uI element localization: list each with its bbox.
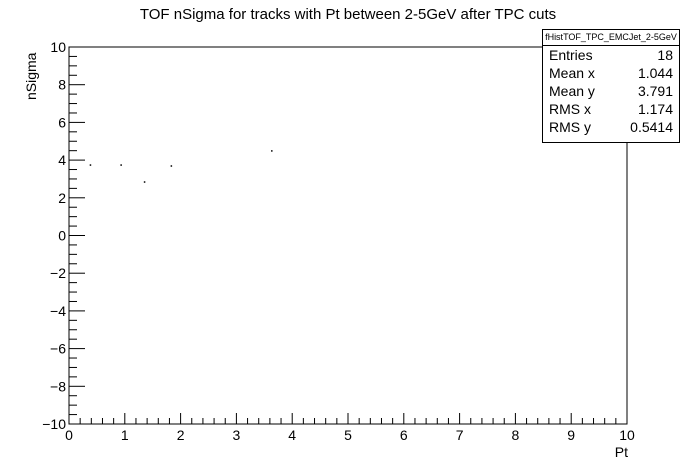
y-tick-label: 4	[58, 152, 66, 168]
stats-value: 1.174	[637, 101, 673, 117]
x-tick-label: 8	[512, 427, 520, 443]
stats-row-mean-y: Mean y 3.791	[543, 82, 679, 100]
data-point	[170, 165, 173, 167]
y-axis-label: nSigma	[23, 52, 39, 100]
data-points	[89, 150, 273, 183]
stats-row-mean-x: Mean x 1.044	[543, 64, 679, 82]
stats-value: 0.5414	[630, 119, 673, 135]
x-tick-label: 2	[177, 427, 185, 443]
x-tick-label: 6	[400, 427, 408, 443]
x-tick-label: 5	[344, 427, 352, 443]
y-tick-label: 6	[58, 114, 66, 130]
y-tick-label: 10	[50, 39, 66, 55]
y-tick-label: −2	[50, 265, 66, 281]
data-point	[89, 164, 92, 166]
y-tick-label: −10	[42, 416, 66, 432]
x-axis-label: Pt	[614, 444, 628, 460]
stats-label: RMS x	[549, 101, 591, 117]
stats-value: 18	[657, 47, 673, 63]
stats-label: Mean x	[549, 65, 595, 81]
y-tick-label: 0	[58, 228, 66, 244]
stats-row-entries: Entries 18	[543, 46, 679, 64]
stats-label: Entries	[549, 47, 593, 63]
stats-label: RMS y	[549, 119, 591, 135]
stats-box-name: fHistTOF_TPC_EMCJet_2-5GeV	[543, 30, 679, 46]
stats-box: fHistTOF_TPC_EMCJet_2-5GeV Entries 18 Me…	[542, 29, 680, 143]
stats-row-rms-y: RMS y 0.5414	[543, 118, 679, 136]
x-tick-label: 9	[567, 427, 575, 443]
x-tick-label: 7	[456, 427, 464, 443]
x-tick-label: 4	[288, 427, 296, 443]
chart-title: TOF nSigma for tracks with Pt between 2-…	[139, 6, 557, 23]
x-tick-label: 3	[233, 427, 241, 443]
y-tick-label: −8	[50, 378, 66, 394]
stats-label: Mean y	[549, 83, 595, 99]
y-tick-label: −4	[50, 303, 66, 319]
x-tick-label: 10	[619, 427, 635, 443]
data-point	[271, 150, 273, 152]
y-tick-label: −6	[50, 341, 66, 357]
x-tick-label: 1	[121, 427, 129, 443]
data-point	[143, 181, 146, 183]
stats-row-rms-x: RMS x 1.174	[543, 100, 679, 118]
y-tick-label: 8	[58, 77, 66, 93]
stats-value: 3.791	[637, 83, 673, 99]
y-tick-label: 2	[58, 190, 66, 206]
y-axis: −10 −8 −6 −4 −2 0 2 4 6 8 10	[42, 39, 85, 432]
data-point	[120, 164, 122, 166]
x-tick-label: 0	[65, 427, 73, 443]
stats-value: 1.044	[637, 65, 673, 81]
x-axis: 0 1 2 3 4 5 6 7 8 9 10	[65, 413, 635, 443]
